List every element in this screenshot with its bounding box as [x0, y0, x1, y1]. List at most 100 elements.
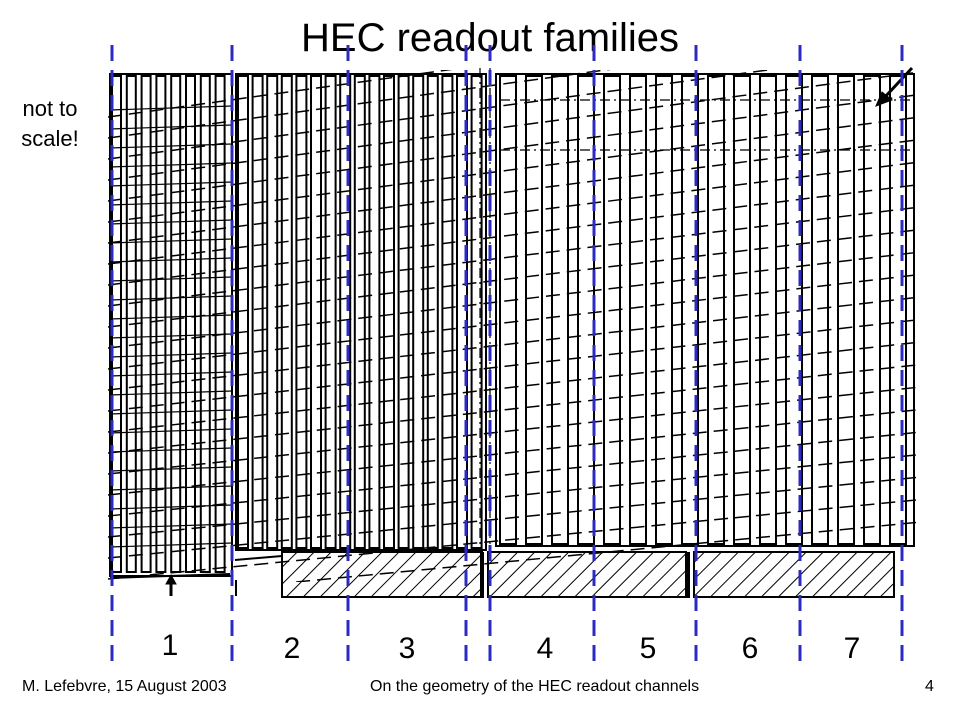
module-1-rung [109, 504, 233, 510]
module-3-plate [551, 75, 569, 545]
module-3-plate [889, 75, 907, 545]
hatched-block-1 [281, 551, 483, 598]
module-1-rung [109, 390, 233, 396]
module-2-plate [368, 75, 381, 549]
page-number: 4 [925, 678, 934, 695]
not-to-scale-note: not to scale! [21, 96, 79, 151]
module-1-rung [109, 466, 233, 472]
module-3-plate [785, 75, 803, 545]
module-1-rung [109, 409, 233, 415]
module-1-plate [199, 75, 211, 573]
module-1-rung [109, 124, 233, 130]
module-1-rung [109, 181, 233, 187]
module-2-plate [310, 75, 322, 549]
module-1-rung [109, 314, 233, 320]
module-1-rung [109, 523, 233, 529]
module-1-rung [109, 200, 233, 206]
segmentation-line [108, 364, 916, 454]
module-2-plate [324, 75, 337, 549]
segmentation-line [108, 206, 916, 307]
module-3-plate [863, 75, 881, 545]
module-1-rung [109, 276, 233, 282]
segmentation-line [108, 454, 916, 538]
segmentation-line [108, 319, 916, 412]
family-label-5: 5 [640, 632, 657, 665]
segmentation-line [108, 71, 916, 181]
family-label-1: 1 [162, 629, 179, 662]
module-1-rung [109, 485, 233, 491]
module-1-rung [109, 105, 233, 111]
module-3-plate [733, 75, 751, 545]
module-1-rung [109, 352, 233, 358]
module-3-plate [707, 75, 725, 545]
family-boundaries [110, 45, 904, 668]
module-2-plates [235, 73, 487, 551]
module-3-plate [655, 75, 673, 545]
module-3-plate [603, 75, 621, 545]
family-label-2: 2 [284, 632, 301, 665]
module-1-rung [109, 143, 233, 149]
segmentation-line [108, 409, 916, 496]
module-2-plate [280, 75, 293, 549]
readout-segmentation-lines [108, 70, 916, 582]
module-1-plate [140, 75, 152, 573]
segmentation-line [108, 476, 916, 559]
module-3-plate [525, 75, 543, 545]
module-1-rung [109, 238, 233, 244]
module-2-plate [295, 75, 308, 549]
segmentation-line [108, 70, 453, 118]
segmentation-line [108, 184, 916, 286]
module-2-plate [470, 75, 483, 549]
hatched-block-3 [693, 551, 895, 598]
segmentation-line [108, 274, 916, 370]
module-1-rung [109, 219, 233, 225]
segmentation-line [108, 431, 916, 517]
family-label-3: 3 [399, 632, 416, 665]
module-2-plate [383, 75, 395, 549]
module-2-plate [266, 75, 279, 549]
module-3-plate [759, 75, 777, 545]
module-3-plate [811, 75, 829, 545]
module-1-rung [109, 295, 233, 301]
family-label-6: 6 [742, 632, 759, 665]
module-3-plates [495, 73, 915, 547]
module-2-plate [412, 75, 425, 549]
footer-topic: On the geometry of the HEC readout chann… [370, 678, 700, 695]
module-2-plate [237, 75, 249, 549]
segmentation-line [108, 116, 916, 223]
module-1-rung [109, 371, 233, 377]
module-3-plate [499, 75, 517, 545]
module-1-rung [109, 257, 233, 263]
module-1-rung [109, 162, 233, 168]
module-1-plate [214, 75, 226, 573]
module-2-plate [426, 75, 439, 549]
segmentation-line [108, 139, 916, 244]
module-3-outline [495, 73, 915, 547]
segmentation-line [108, 70, 611, 139]
module-2-plate [441, 75, 454, 549]
module-3-plate [577, 75, 595, 545]
module-1-rung [109, 333, 233, 339]
segmentation-line [108, 386, 916, 475]
segmentation-line [108, 161, 916, 265]
module-2-plate [339, 75, 352, 549]
module-1-plate [170, 75, 182, 573]
module-2-plate [251, 75, 264, 549]
module-2-plate [456, 75, 468, 549]
module-1-rung [109, 542, 233, 548]
module-2-plate [353, 75, 366, 549]
footer-author-date: M. Lefebvre, 15 August 2003 [22, 678, 227, 695]
pointer-arrows [165, 66, 914, 596]
module-1-plate [185, 75, 196, 573]
module-1-plate [125, 75, 137, 573]
module-3-plate [629, 75, 647, 545]
hatched-support-blocks [281, 551, 895, 598]
module-1-rung [109, 428, 233, 434]
segmentation-line [108, 94, 916, 202]
segmentation-line [108, 251, 916, 349]
module-2-plate [397, 75, 410, 549]
segmentation-line [108, 70, 774, 160]
module-1-plate [155, 75, 167, 573]
module-1-rung [109, 447, 233, 453]
